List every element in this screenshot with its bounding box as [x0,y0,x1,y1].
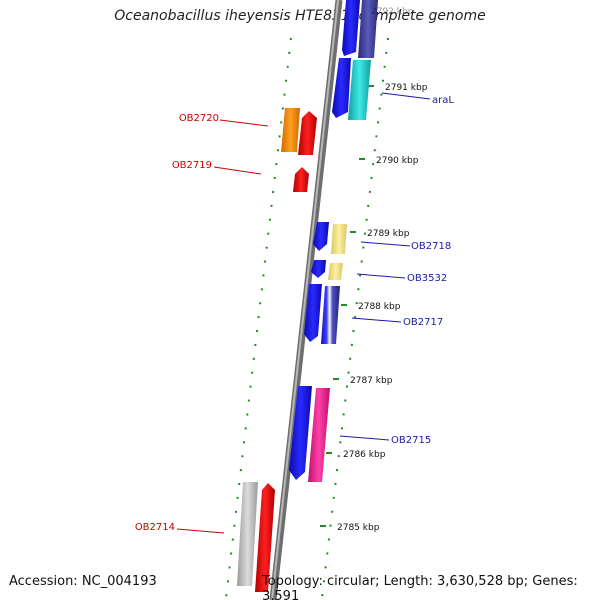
leader-line [219,119,269,127]
tick-label: 2786 kbp [343,450,386,460]
gene-feature-ob2718-part [313,222,329,251]
gene-feature-ob2720 [281,108,300,152]
leader-line [381,92,431,100]
leader-line [213,166,262,175]
leader-line [351,317,402,323]
gene-feature-ob3532-part [311,260,326,278]
tick-label: 2792 kbp [371,7,414,17]
leader-line [339,435,390,441]
gene-label-ob2715[interactable]: OB2715 [391,435,431,446]
gene-feature-aral-part [332,58,351,118]
leader-line [360,241,411,247]
tick-label: 2788 kbp [358,302,401,312]
topology-text: Topology: circular; Length: 3,630,528 bp… [262,574,578,600]
outer-dotted-track [225,37,292,599]
genome-backbone-highlight [271,0,339,600]
gene-label-ob3532[interactable]: OB3532 [407,273,447,284]
gene-feature-ob2720-partner [298,111,317,155]
tick-label: 2787 kbp [350,376,393,386]
gene-feature-ob2717-part [304,284,322,342]
gene-feature-ob2715 [308,388,330,482]
leader-line [176,528,225,534]
gene-label-ob2719[interactable]: OB2719 [172,160,212,171]
gene-label-ob2714[interactable]: OB2714 [135,522,175,533]
gene-label-ob2718[interactable]: OB2718 [411,241,451,252]
gene-feature-ob2719 [293,167,309,192]
genome-title: Oceanobacillus iheyensis HTE831, complet… [114,8,486,24]
gene-feature-ob2718 [331,224,347,254]
accession-text: Accession: NC_004193 [9,574,157,589]
gene-feature-ob2715-part [289,386,312,480]
gene-feature-ob2714-partner [255,483,275,592]
gene-feature [358,0,378,58]
leader-line [356,273,406,279]
tick-label: 2789 kbp [367,229,410,239]
gene-feature-ob3532 [328,263,343,280]
gene-label-ob2717[interactable]: OB2717 [403,317,443,328]
tick-label: 2785 kbp [337,523,380,533]
tick-label: 2791 kbp [385,83,428,93]
gene-label-aral[interactable]: araL [432,95,454,106]
tick-label: 2790 kbp [376,156,419,166]
gene-label-ob2720[interactable]: OB2720 [179,113,219,124]
gene-feature [342,0,360,56]
gene-feature-ob2717 [321,286,340,344]
gene-feature-aral [348,60,371,120]
gene-feature-ob2714 [237,482,258,586]
